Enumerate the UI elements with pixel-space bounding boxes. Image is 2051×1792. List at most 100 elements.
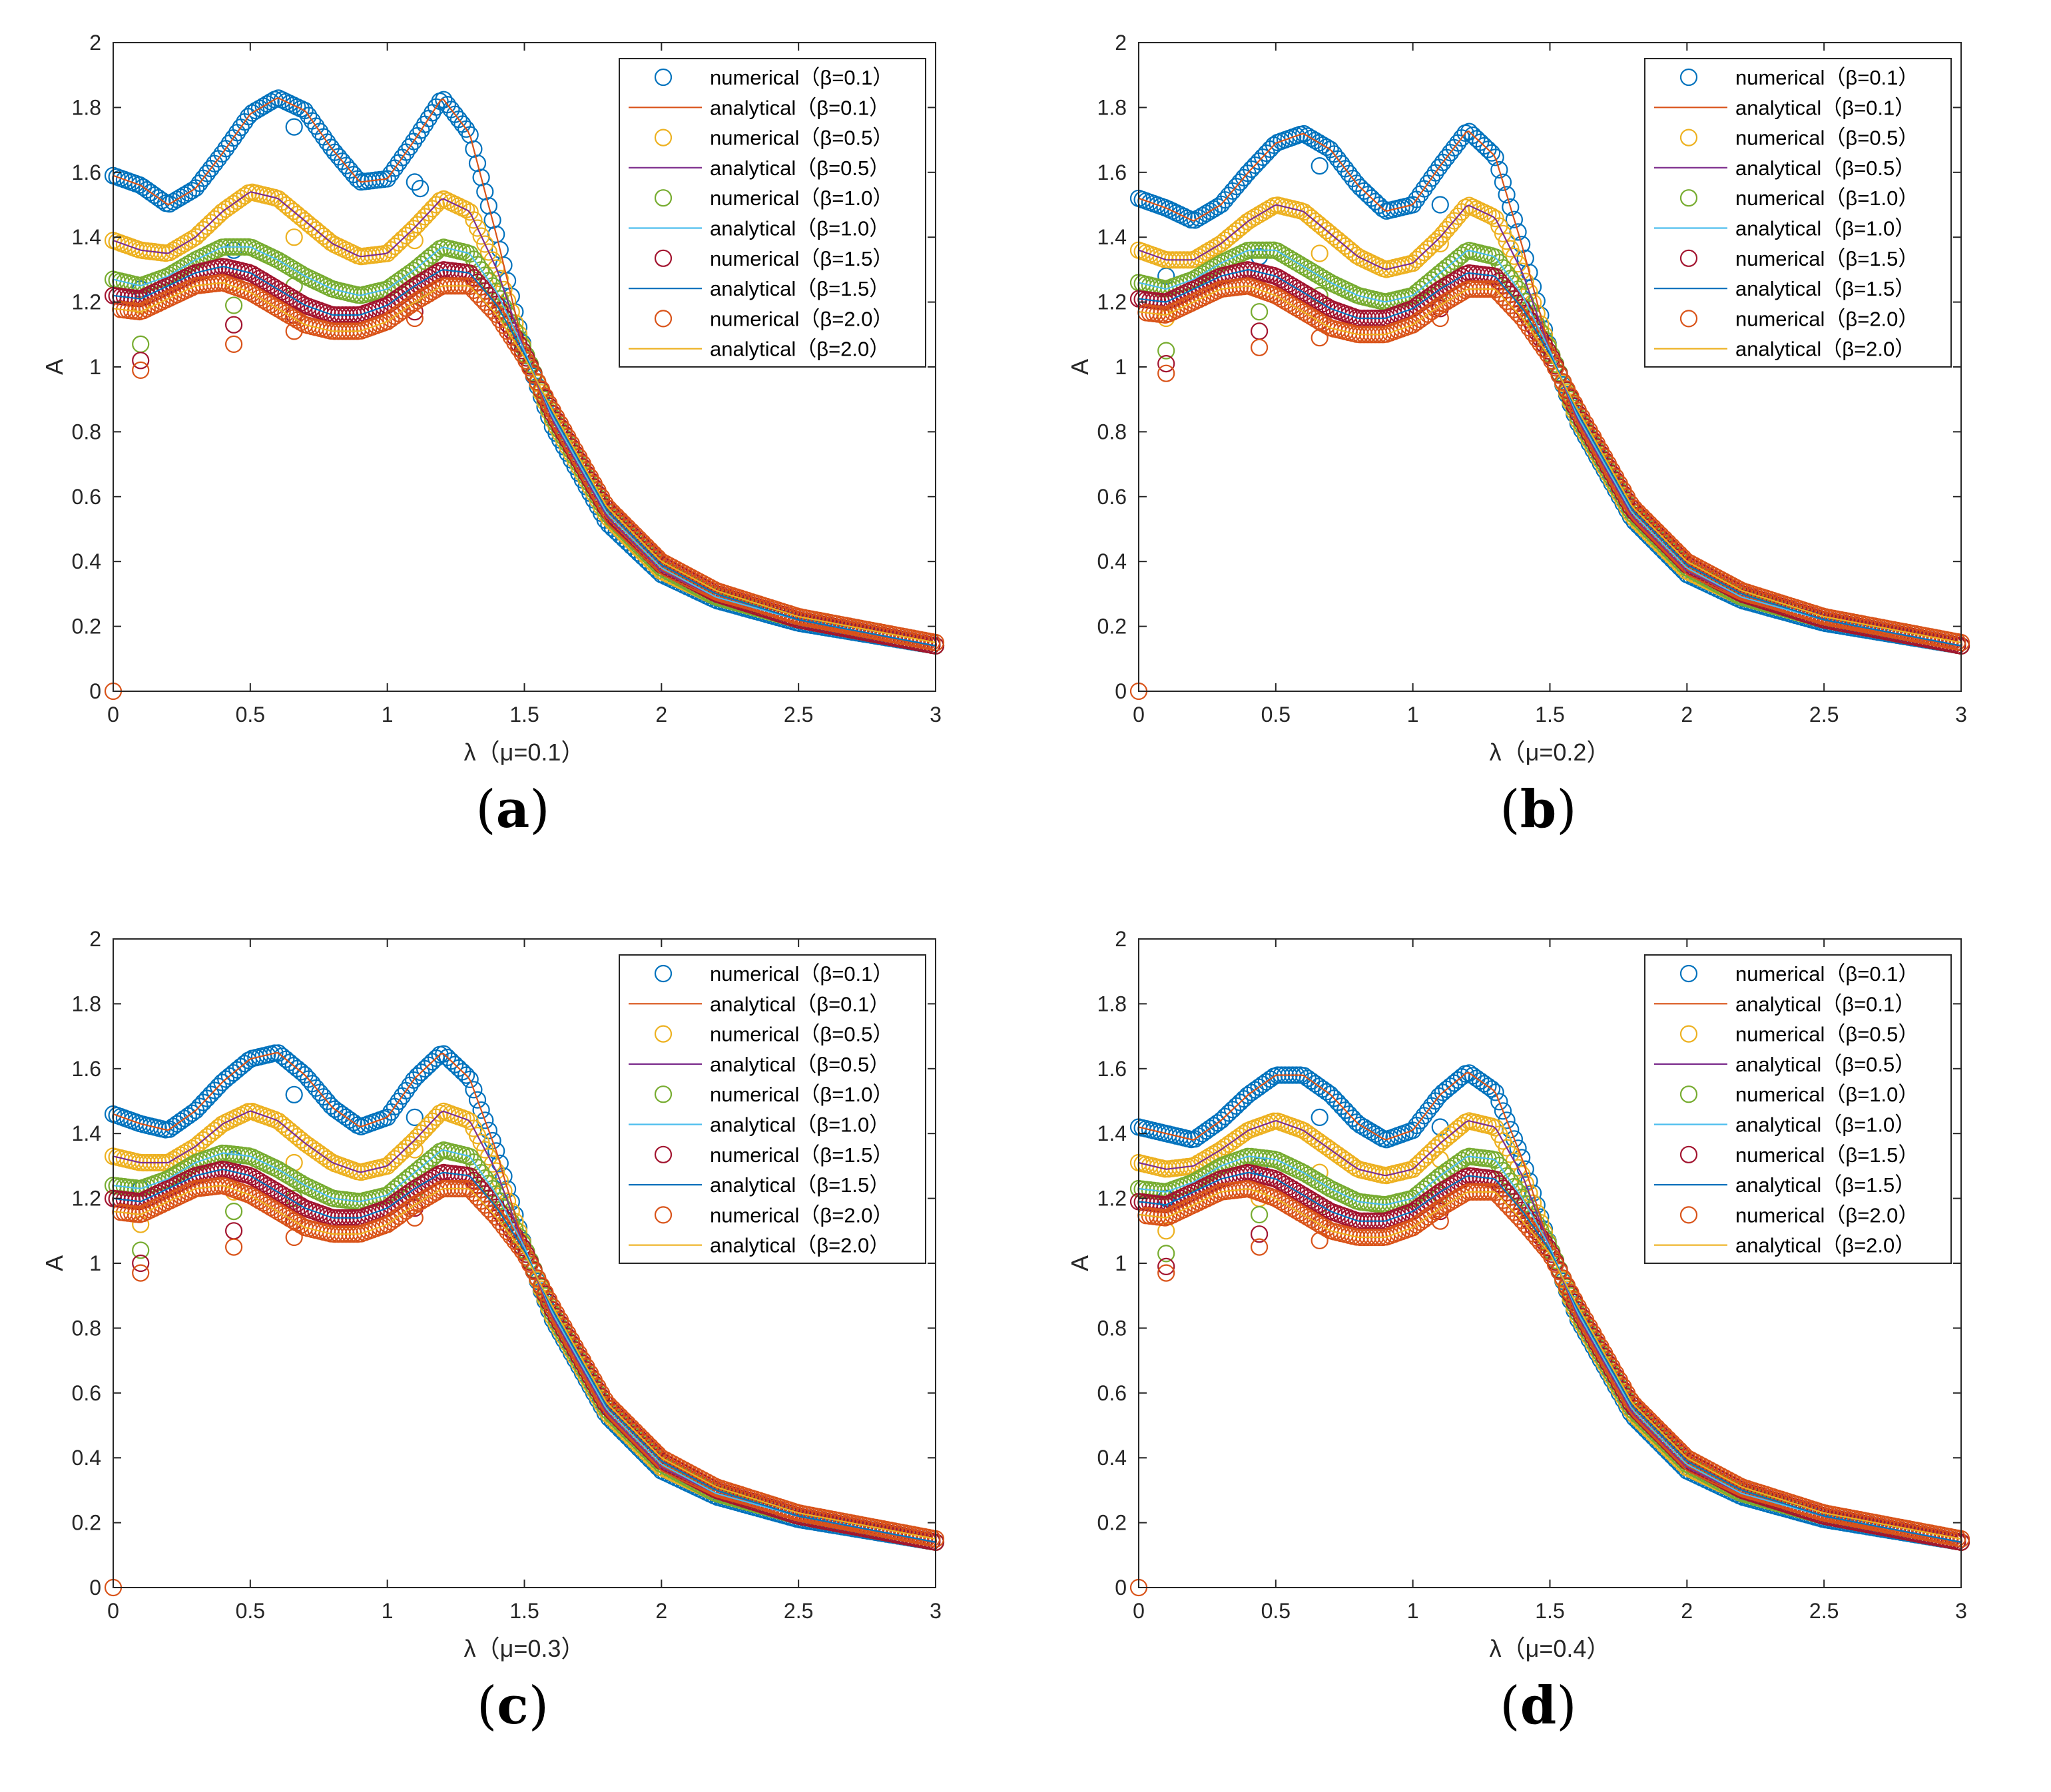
analytical-line-4 — [1138, 1188, 1962, 1540]
legend-label: analytical（β=0.5） — [710, 156, 890, 180]
legend-marker — [654, 310, 673, 328]
numerical-marker — [258, 1155, 276, 1173]
legend-marker — [1679, 1025, 1698, 1043]
numerical-marker — [1498, 186, 1516, 204]
numerical-marker — [461, 203, 479, 221]
x-tick-label: 3 — [1955, 1599, 1967, 1623]
legend-marker — [654, 249, 673, 267]
numerical-marker — [247, 240, 265, 258]
numerical-marker — [1502, 198, 1520, 216]
numerical-outlier-marker — [1251, 303, 1269, 321]
x-tick-label: 1.5 — [1535, 703, 1564, 727]
x-tick-label: 1.5 — [509, 1599, 539, 1623]
numerical-marker — [468, 219, 487, 237]
legend-label: analytical（β=2.0） — [1735, 1234, 1915, 1257]
y-tick-label: 0 — [1115, 1576, 1127, 1600]
numerical-marker — [461, 126, 479, 144]
legend-label: analytical（β=0.1） — [1735, 992, 1915, 1016]
x-tick-label: 1.5 — [509, 703, 539, 727]
legend-label: numerical（β=1.0） — [710, 1083, 893, 1106]
analytical-line-4 — [113, 1185, 936, 1540]
numerical-outlier-marker — [225, 1203, 243, 1221]
y-tick-label: 1.6 — [72, 1057, 101, 1081]
legend-label: numerical（β=2.0） — [1735, 1203, 1918, 1227]
numerical-marker — [449, 197, 467, 215]
numerical-outlier-marker — [132, 1264, 150, 1282]
numerical-marker — [1325, 1181, 1343, 1199]
numerical-marker — [1167, 1204, 1185, 1222]
numerical-marker — [468, 1091, 487, 1109]
y-axis-label: A — [1066, 1255, 1093, 1271]
numerical-outlier-marker — [1251, 1205, 1269, 1224]
numerical-marker — [1486, 149, 1504, 166]
legend-marker — [654, 189, 673, 207]
x-tick-label: 1 — [1407, 1599, 1419, 1623]
numerical-marker — [476, 235, 494, 253]
legend-marker — [654, 68, 673, 87]
numerical-marker — [1190, 1193, 1208, 1211]
numerical-outlier-marker — [406, 1141, 424, 1159]
numerical-outlier-marker — [1311, 1108, 1328, 1126]
legend-label: analytical（β=0.5） — [1735, 1053, 1915, 1076]
y-axis: 00.20.40.60.811.21.41.61.82 — [72, 927, 936, 1600]
y-tick-label: 1.2 — [1097, 1187, 1127, 1211]
y-tick-label: 1.8 — [1097, 95, 1127, 119]
numerical-marker — [465, 1081, 483, 1099]
numerical-marker — [1370, 1127, 1388, 1145]
legend-marker — [1679, 964, 1698, 983]
legend-label: analytical（β=0.5） — [1735, 156, 1915, 180]
legend-marker — [654, 1206, 673, 1224]
numerical-marker — [457, 1066, 475, 1084]
numerical-marker — [1494, 173, 1512, 191]
x-tick-label: 2.5 — [784, 1599, 813, 1623]
numerical-outlier-marker — [411, 180, 430, 198]
y-tick-label: 1 — [1115, 355, 1127, 379]
numerical-outlier-marker — [1251, 1225, 1269, 1243]
x-axis-label: λ（μ=0.1） — [464, 739, 585, 766]
legend-label: numerical（β=1.0） — [1735, 1083, 1918, 1106]
numerical-marker — [461, 1070, 479, 1088]
y-tick-label: 1 — [89, 355, 101, 379]
numerical-outlier-marker — [1431, 300, 1449, 318]
caption-c: (c) — [476, 1675, 549, 1736]
y-tick-label: 0.4 — [1097, 549, 1127, 573]
numerical-marker — [476, 182, 494, 200]
numerical-marker — [1490, 1093, 1508, 1111]
legend-label: analytical（β=1.5） — [1735, 277, 1915, 300]
x-tick-label: 3 — [930, 1599, 942, 1623]
y-tick-label: 1.6 — [1097, 160, 1127, 184]
numerical-marker — [1171, 300, 1189, 318]
legend-label: numerical（β=0.1） — [710, 66, 893, 89]
numerical-outlier-marker — [1311, 157, 1328, 175]
numerical-outlier-marker — [225, 316, 243, 334]
y-tick-label: 0 — [89, 679, 101, 703]
x-tick-label: 2 — [1681, 703, 1693, 727]
legend-label: analytical（β=2.0） — [1735, 338, 1915, 361]
legend-marker — [654, 964, 673, 983]
numerical-marker — [1182, 294, 1200, 312]
analytical-line-3 — [113, 266, 936, 647]
y-axis-label: A — [41, 1255, 68, 1271]
y-tick-label: 1.2 — [72, 1187, 101, 1211]
legend-label: analytical（β=1.0） — [1735, 217, 1915, 240]
numerical-outlier-marker — [1311, 244, 1328, 262]
x-axis: 0 0.5 1 1.5 2 2.5 3 — [107, 43, 942, 727]
legend-label: numerical（β=1.5） — [710, 1143, 893, 1167]
numerical-outlier-marker — [1251, 1238, 1269, 1256]
y-tick-label: 2 — [89, 927, 101, 951]
legend-label: numerical（β=0.5） — [710, 1023, 893, 1046]
numerical-outlier-marker — [1431, 234, 1449, 252]
numerical-marker — [472, 1101, 490, 1119]
data-layer — [104, 89, 945, 701]
numerical-outlier-marker — [285, 1085, 303, 1103]
numerical-marker — [236, 1105, 254, 1123]
numerical-outlier-marker — [132, 1241, 150, 1259]
numerical-outlier-marker — [285, 322, 303, 340]
numerical-marker — [495, 1182, 513, 1200]
legend-marker — [1679, 310, 1698, 328]
numerical-marker — [472, 227, 490, 245]
numerical-outlier-marker — [1157, 1264, 1175, 1282]
numerical-outlier-marker — [225, 335, 243, 354]
legend-label: analytical（β=2.0） — [710, 338, 890, 361]
numerical-marker — [468, 154, 487, 172]
